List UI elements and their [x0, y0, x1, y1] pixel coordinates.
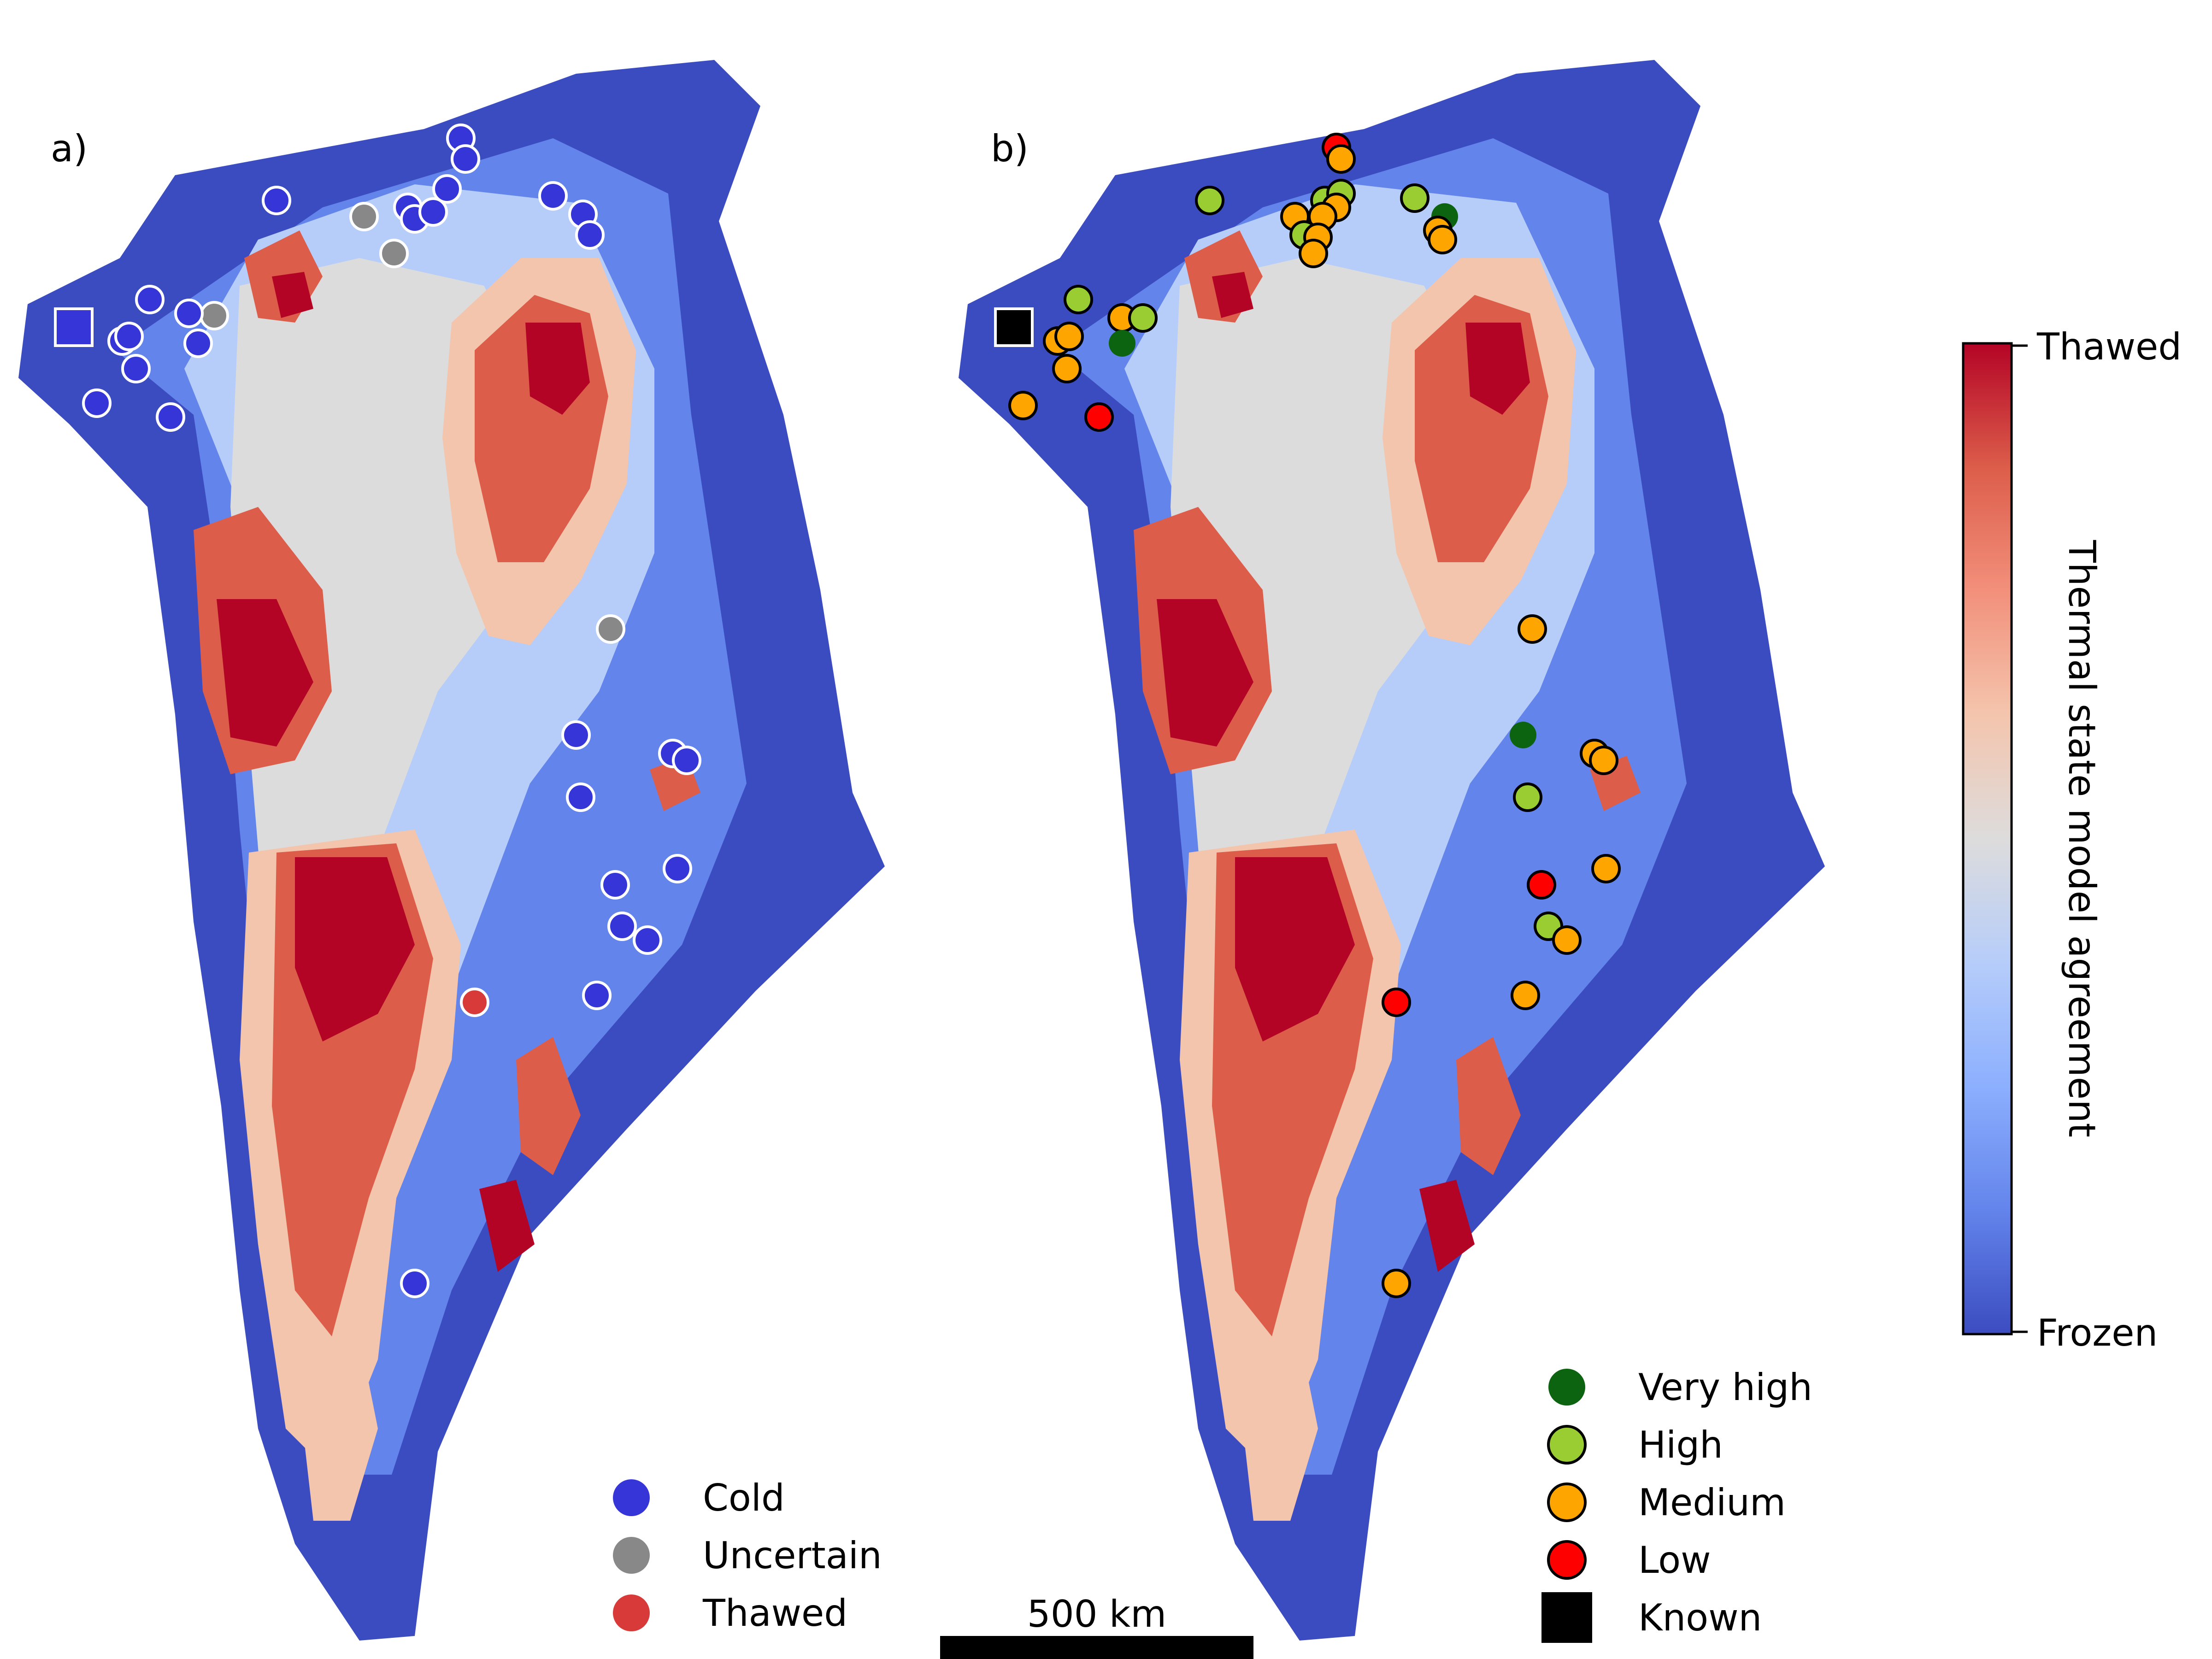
site-marker: [400, 1269, 429, 1298]
legend-marker: [613, 1537, 650, 1574]
panel-a-map: a): [18, 60, 885, 1641]
site-marker: [600, 870, 630, 900]
site-marker: [1589, 746, 1618, 775]
site-marker: [1128, 303, 1158, 333]
site-marker: [1400, 183, 1430, 213]
site-marker: [82, 388, 112, 418]
colorbar-bottom-label: Frozen: [2037, 1312, 2158, 1354]
site-marker: [633, 925, 662, 955]
legend-marker: [1547, 1483, 1587, 1522]
site-marker: [1084, 402, 1114, 432]
site-marker: [1064, 285, 1093, 314]
site-marker: [1109, 330, 1135, 357]
panel-a-label: a): [51, 127, 88, 170]
site-marker: [607, 912, 637, 941]
site-marker: [1591, 854, 1621, 883]
site-marker: [596, 614, 625, 644]
site-marker: [1326, 144, 1356, 174]
site-marker: [1052, 354, 1082, 383]
legend-marker: [613, 1594, 650, 1631]
site-marker: [200, 301, 229, 330]
scale-bar: 500 km: [940, 1593, 1253, 1659]
legend-label: Low: [1638, 1539, 1711, 1582]
legend-label: Medium: [1638, 1481, 1786, 1524]
legend-b: Very high High Medium Low Known: [1541, 1366, 1812, 1643]
site-marker: [114, 322, 144, 351]
site-marker: [1527, 870, 1556, 900]
site-marker: [121, 354, 151, 383]
site-marker: [135, 285, 165, 314]
site-marker: [1382, 988, 1411, 1017]
site-marker: [451, 144, 480, 174]
panel-b-map: b): [959, 60, 1825, 1641]
legend-a: Cold Uncertain Thawed: [613, 1477, 882, 1635]
site-marker: [156, 402, 185, 432]
site-marker: [183, 329, 213, 358]
colorbar-gradient: [1962, 342, 2013, 1335]
site-marker: [432, 174, 462, 204]
site-marker: [379, 239, 409, 268]
site-marker: [418, 197, 448, 227]
legend-marker: [1541, 1592, 1592, 1643]
site-marker: [1382, 1269, 1411, 1298]
site-marker: [1513, 782, 1542, 812]
site-marker: [582, 981, 612, 1010]
site-marker: [566, 782, 595, 812]
legend-label: Cold: [703, 1477, 785, 1519]
site-marker: [1552, 925, 1582, 955]
scale-bar-label: 500 km: [1027, 1593, 1166, 1635]
site-marker: [460, 988, 489, 1017]
legend-label: Uncertain: [703, 1534, 882, 1577]
site-marker: [349, 202, 379, 231]
site-marker: [262, 186, 291, 215]
panel-b-points: [994, 133, 1621, 1298]
panel-a-points: [54, 124, 701, 1298]
site-marker: [1511, 981, 1540, 1010]
known-site-marker: [994, 307, 1034, 347]
site-marker: [1518, 614, 1547, 644]
panel-b-label: b): [991, 127, 1029, 170]
site-marker: [672, 746, 701, 775]
legend-label: Very high: [1638, 1366, 1812, 1409]
site-marker: [538, 181, 568, 211]
legend-label: High: [1638, 1424, 1723, 1466]
site-marker: [1428, 225, 1457, 254]
site-marker: [1510, 722, 1536, 748]
known-site-marker: [54, 307, 94, 347]
scale-bar-rect: [940, 1636, 1253, 1659]
colorbar: Thawed Frozen Thermal state model agreem…: [1962, 325, 2182, 1354]
site-marker: [1195, 186, 1224, 215]
legend-marker: [1548, 1369, 1585, 1406]
site-marker: [561, 720, 591, 750]
site-marker: [1054, 322, 1084, 351]
legend-marker: [1547, 1425, 1587, 1465]
legend-label: Thawed: [702, 1592, 847, 1635]
site-marker: [1299, 239, 1328, 268]
site-marker: [174, 299, 204, 328]
legend-label: Known: [1638, 1596, 1762, 1639]
legend-marker: [613, 1479, 650, 1516]
colorbar-title: Thermal state model agreement: [2060, 540, 2103, 1137]
site-marker: [663, 854, 692, 883]
site-marker: [575, 220, 605, 250]
legend-marker: [1547, 1540, 1587, 1580]
colorbar-top-label: Thawed: [2036, 325, 2182, 368]
site-marker: [1008, 391, 1038, 420]
